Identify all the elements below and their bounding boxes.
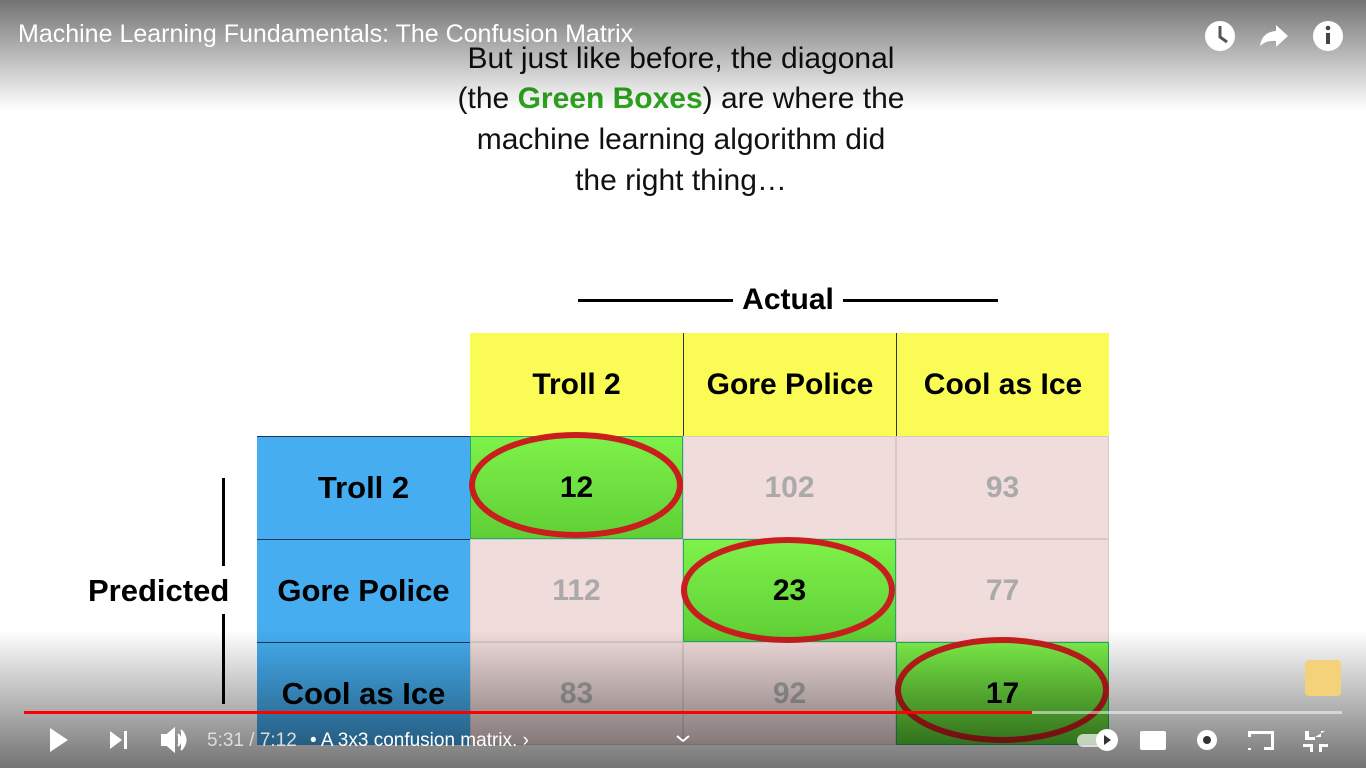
volume-button[interactable]	[161, 726, 187, 754]
autoplay-toggle[interactable]	[1077, 729, 1118, 751]
chapter-title[interactable]: • A 3x3 confusion matrix. ›	[310, 730, 529, 752]
highlight-ellipse	[469, 432, 683, 538]
rule	[843, 299, 998, 302]
chapter-dropdown[interactable]	[676, 735, 690, 743]
info-button[interactable]	[1313, 21, 1343, 51]
error-cell: 112	[470, 539, 683, 642]
caption-line: the right thing…	[575, 164, 787, 197]
error-cell: 93	[896, 436, 1109, 539]
channel-watermark[interactable]	[1305, 660, 1341, 696]
rule	[222, 478, 225, 566]
column-header: Gore Police	[683, 333, 896, 436]
chapter-text[interactable]: • A 3x3 confusion matrix.	[310, 730, 518, 751]
bottom-gradient	[0, 630, 1366, 768]
row-header: Gore Police	[257, 539, 470, 642]
column-header: Troll 2	[470, 333, 683, 436]
share-button[interactable]	[1260, 25, 1288, 47]
progress-played	[24, 711, 1032, 714]
error-cell: 102	[683, 436, 896, 539]
predicted-label: Predicted	[88, 573, 230, 608]
rule	[578, 299, 733, 302]
error-cell: 77	[896, 539, 1109, 642]
actual-label: Actual	[742, 283, 834, 316]
row-header: Troll 2	[257, 436, 470, 539]
watch-later-button[interactable]	[1205, 21, 1235, 51]
subtitles-button[interactable]	[1140, 731, 1166, 750]
top-gradient	[0, 0, 1366, 110]
column-header: Cool as Ice	[896, 333, 1109, 436]
chapter-arrow[interactable]: ›	[522, 730, 529, 751]
exit-fullscreen-button[interactable]	[1303, 731, 1328, 752]
play-button[interactable]	[50, 728, 68, 752]
caption-line: machine learning algorithm did	[476, 123, 886, 156]
cast-button[interactable]	[1248, 731, 1274, 750]
next-button[interactable]	[110, 731, 127, 749]
time-display: 5:31 / 7:12	[207, 730, 297, 751]
video-title[interactable]: Machine Learning Fundamentals: The Confu…	[18, 20, 634, 48]
